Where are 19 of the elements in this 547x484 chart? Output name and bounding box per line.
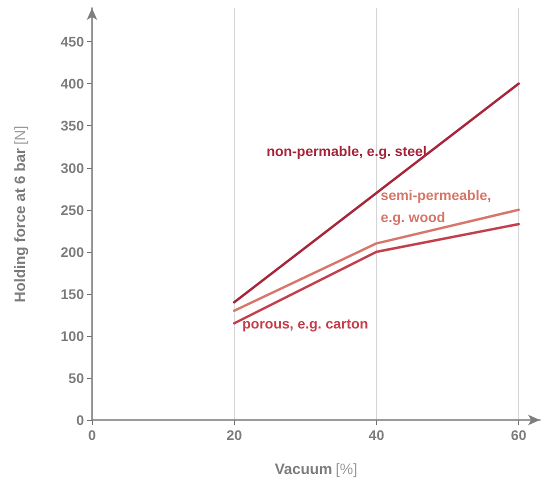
series-label: non-permable, e.g. steel bbox=[266, 142, 427, 159]
x-axis-title: Vacuum [%] bbox=[274, 461, 358, 478]
y-tick-label: 300 bbox=[60, 160, 84, 176]
series-label: semi-permeable, e.g. wood bbox=[380, 186, 496, 225]
x-tick-label: 60 bbox=[510, 427, 527, 443]
x-tick-label: 20 bbox=[226, 427, 242, 443]
y-tick-label: 450 bbox=[60, 34, 84, 50]
y-tick-label: 100 bbox=[60, 328, 84, 344]
y-tick-label: 400 bbox=[60, 76, 84, 92]
series-label: porous, e.g. carton bbox=[242, 315, 368, 332]
y-tick-label: 250 bbox=[60, 202, 84, 218]
x-tick-label: 0 bbox=[88, 427, 96, 443]
x-tick-label: 40 bbox=[368, 427, 384, 443]
y-tick-label: 50 bbox=[68, 370, 84, 386]
y-tick-label: 0 bbox=[76, 412, 84, 428]
y-tick-label: 350 bbox=[60, 118, 84, 134]
y-tick-label: 200 bbox=[60, 244, 84, 260]
y-axis-title: Holding force at 6 bar [N] bbox=[12, 126, 29, 302]
y-tick-label: 150 bbox=[60, 286, 84, 302]
